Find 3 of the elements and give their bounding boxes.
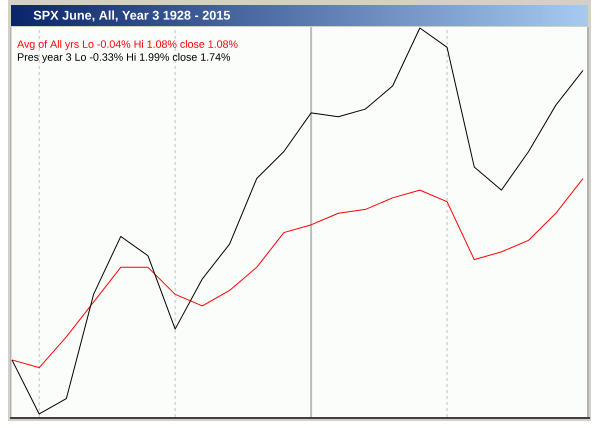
text: Pres year 3 Lo -0.33% Hi 1.99% close 1.74% bbox=[18, 52, 230, 63]
text: Avg of All yrs Lo -0.04% Hi 1.08% close 1.08% bbox=[17, 40, 238, 50]
chart-title: SPX June, All, Year 3 1928 - 2015 bbox=[34, 10, 230, 22]
